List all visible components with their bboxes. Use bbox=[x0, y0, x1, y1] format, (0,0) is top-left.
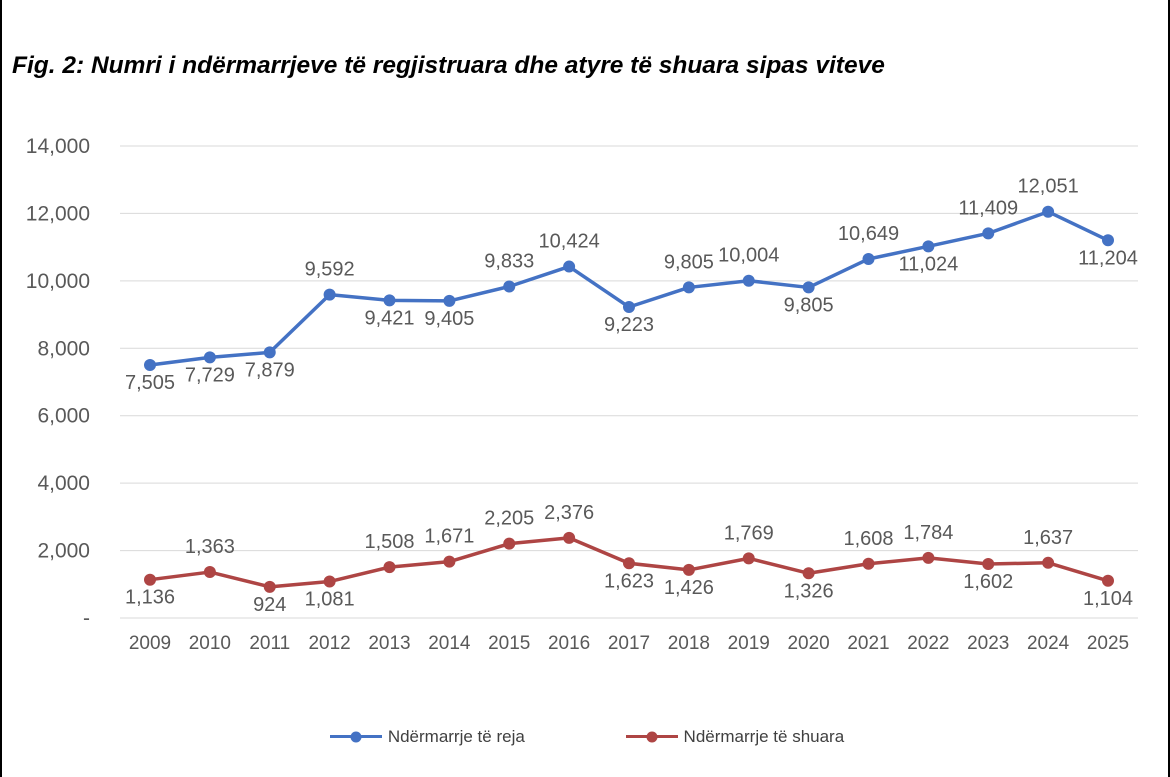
svg-text:9,421: 9,421 bbox=[364, 307, 414, 329]
svg-text:1,508: 1,508 bbox=[364, 531, 414, 553]
svg-text:14,000: 14,000 bbox=[26, 135, 90, 158]
svg-text:10,649: 10,649 bbox=[838, 223, 899, 245]
svg-text:10,000: 10,000 bbox=[26, 270, 90, 293]
svg-text:12,000: 12,000 bbox=[26, 202, 90, 225]
svg-text:1,608: 1,608 bbox=[843, 528, 893, 550]
svg-text:1,326: 1,326 bbox=[784, 580, 834, 602]
svg-text:9,805: 9,805 bbox=[784, 294, 834, 316]
svg-text:924: 924 bbox=[253, 594, 286, 616]
svg-text:2011: 2011 bbox=[249, 633, 290, 654]
svg-text:2015: 2015 bbox=[488, 633, 530, 654]
svg-text:2018: 2018 bbox=[668, 633, 710, 654]
svg-text:1,104: 1,104 bbox=[1083, 588, 1133, 610]
svg-text:2022: 2022 bbox=[907, 633, 949, 654]
svg-text:6,000: 6,000 bbox=[37, 405, 90, 428]
svg-text:2014: 2014 bbox=[428, 633, 471, 654]
svg-text:9,805: 9,805 bbox=[664, 251, 714, 273]
svg-text:11,204: 11,204 bbox=[1078, 247, 1138, 269]
svg-text:1,769: 1,769 bbox=[724, 522, 774, 544]
svg-text:2013: 2013 bbox=[368, 633, 410, 654]
svg-text:2012: 2012 bbox=[308, 633, 350, 654]
svg-text:2009: 2009 bbox=[129, 633, 171, 654]
svg-text:7,505: 7,505 bbox=[125, 372, 175, 394]
svg-text:7,729: 7,729 bbox=[185, 364, 235, 386]
svg-text:1,081: 1,081 bbox=[305, 589, 355, 611]
svg-text:10,004: 10,004 bbox=[718, 245, 779, 267]
svg-text:4,000: 4,000 bbox=[37, 472, 90, 495]
svg-text:1,363: 1,363 bbox=[185, 536, 235, 558]
svg-text:-: - bbox=[83, 607, 90, 630]
svg-text:2017: 2017 bbox=[608, 633, 650, 654]
svg-text:2,205: 2,205 bbox=[484, 508, 534, 530]
svg-text:1,623: 1,623 bbox=[604, 570, 654, 592]
svg-text:7,879: 7,879 bbox=[245, 359, 295, 381]
svg-text:9,592: 9,592 bbox=[305, 259, 355, 281]
svg-text:1,637: 1,637 bbox=[1023, 527, 1073, 549]
svg-text:2024: 2024 bbox=[1027, 633, 1070, 654]
svg-text:12,051: 12,051 bbox=[1018, 176, 1079, 198]
svg-text:1,671: 1,671 bbox=[424, 526, 474, 548]
svg-text:1,784: 1,784 bbox=[903, 522, 953, 544]
svg-text:2010: 2010 bbox=[189, 633, 231, 654]
svg-text:1,426: 1,426 bbox=[664, 577, 714, 599]
svg-text:2020: 2020 bbox=[787, 633, 829, 654]
svg-text:9,405: 9,405 bbox=[424, 308, 474, 330]
svg-text:9,223: 9,223 bbox=[604, 314, 654, 336]
svg-text:2023: 2023 bbox=[967, 633, 1009, 654]
svg-text:11,409: 11,409 bbox=[958, 197, 1018, 219]
svg-text:8,000: 8,000 bbox=[37, 337, 90, 360]
svg-text:1,602: 1,602 bbox=[963, 571, 1013, 593]
svg-text:2,376: 2,376 bbox=[544, 502, 594, 524]
svg-text:2021: 2021 bbox=[847, 633, 889, 654]
svg-text:2025: 2025 bbox=[1087, 633, 1129, 654]
svg-text:2,000: 2,000 bbox=[37, 540, 90, 563]
svg-text:10,424: 10,424 bbox=[539, 231, 600, 253]
svg-text:1,136: 1,136 bbox=[125, 587, 175, 609]
svg-text:2019: 2019 bbox=[728, 633, 770, 654]
svg-text:2016: 2016 bbox=[548, 633, 590, 654]
svg-text:9,833: 9,833 bbox=[484, 250, 534, 272]
svg-text:11,024: 11,024 bbox=[899, 253, 959, 275]
